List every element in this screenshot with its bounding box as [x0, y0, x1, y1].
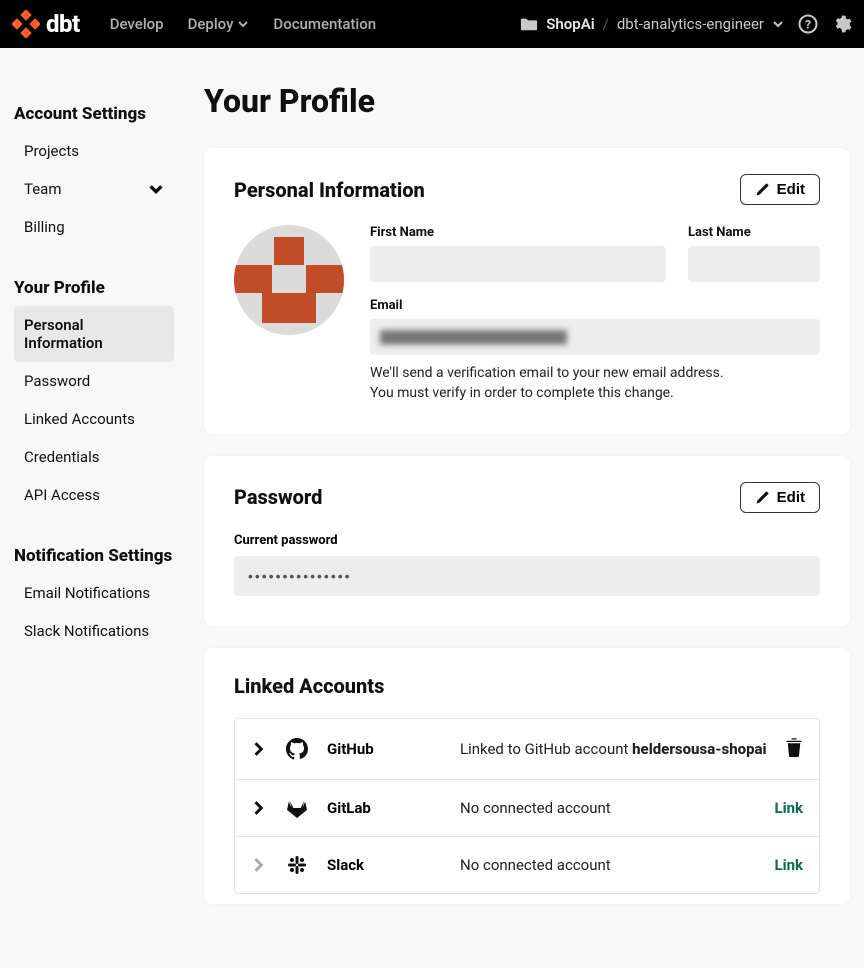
expand-icon[interactable]	[251, 742, 267, 756]
org-name: ShopAi	[546, 15, 594, 33]
edit-label: Edit	[777, 181, 805, 198]
sidebar: Account Settings Projects Team Billing Y…	[0, 48, 190, 926]
sidebar-heading-account: Account Settings	[14, 104, 190, 124]
linked-accounts-card: Linked Accounts GitHub Linked to GitHub …	[204, 648, 850, 904]
sidebar-heading-notifications: Notification Settings	[14, 546, 190, 566]
dbt-logo-icon	[12, 10, 40, 38]
github-icon	[285, 738, 309, 760]
first-name-input[interactable]	[370, 246, 666, 282]
nav-docs[interactable]: Documentation	[273, 15, 376, 33]
linked-row-slack: Slack No connected account Link	[235, 837, 819, 893]
sidebar-item-team-label: Team	[24, 180, 62, 198]
link-button[interactable]: Link	[774, 799, 803, 817]
edit-label: Edit	[777, 489, 805, 506]
chevron-down-icon	[237, 18, 249, 30]
topnav: dbt Develop Deploy Documentation ShopAi …	[0, 0, 864, 48]
logo[interactable]: dbt	[12, 10, 80, 38]
logo-text: dbt	[46, 10, 80, 38]
linked-row-gitlab: GitLab No connected account Link	[235, 780, 819, 837]
edit-password-button[interactable]: Edit	[740, 482, 820, 513]
link-button[interactable]: Link	[774, 856, 803, 874]
avatar	[234, 225, 344, 335]
sidebar-heading-profile: Your Profile	[14, 278, 190, 298]
linked-accounts-title: Linked Accounts	[234, 674, 820, 698]
email-help: We'll send a verification email to your …	[370, 363, 740, 404]
chevron-down-icon	[148, 181, 164, 197]
sidebar-item-password[interactable]: Password	[14, 362, 174, 400]
gear-icon[interactable]	[832, 14, 852, 34]
pencil-icon	[755, 490, 770, 505]
gitlab-icon	[285, 798, 309, 818]
sidebar-item-api-access[interactable]: API Access	[14, 476, 174, 514]
email-field: Email ██████████████████████ We'll send …	[370, 298, 820, 404]
nav-links: Develop Deploy Documentation	[110, 15, 376, 33]
personal-info-title: Personal Information	[234, 178, 425, 202]
first-name-field: First Name	[370, 225, 666, 282]
linked-status: No connected account	[460, 856, 756, 874]
email-label: Email	[370, 298, 820, 313]
sidebar-item-linked-accounts[interactable]: Linked Accounts	[14, 400, 174, 438]
sidebar-item-personal-info[interactable]: Personal Information	[14, 306, 174, 362]
current-password-input[interactable]	[234, 556, 820, 596]
provider-name: GitHub	[327, 740, 442, 758]
nav-deploy[interactable]: Deploy	[188, 15, 250, 33]
expand-icon[interactable]	[251, 801, 267, 815]
last-name-input[interactable]	[688, 246, 820, 282]
last-name-field: Last Name	[688, 225, 820, 282]
linked-account-name: heldersousa-shopai	[632, 740, 766, 758]
separator: /	[603, 15, 609, 33]
password-card: Password Edit Current password	[204, 456, 850, 626]
project-selector[interactable]: ShopAi / dbt-analytics-engineer	[520, 15, 784, 33]
linked-row-github: GitHub Linked to GitHub account helderso…	[235, 719, 819, 780]
status-prefix: Linked to GitHub account	[460, 740, 632, 758]
edit-personal-button[interactable]: Edit	[740, 174, 820, 205]
password-title: Password	[234, 485, 322, 509]
unlink-icon[interactable]	[785, 737, 803, 761]
nav-deploy-label: Deploy	[188, 15, 234, 33]
sidebar-item-projects[interactable]: Projects	[14, 132, 174, 170]
main-content: Your Profile Personal Information Edit	[190, 48, 864, 926]
personal-info-card: Personal Information Edit First Name	[204, 148, 850, 434]
provider-name: GitLab	[327, 799, 442, 817]
linked-status: Linked to GitHub account heldersousa-sho…	[460, 740, 767, 758]
sidebar-item-team[interactable]: Team	[14, 170, 174, 208]
sidebar-item-email-notifications[interactable]: Email Notifications	[14, 574, 174, 612]
folder-icon	[520, 16, 538, 32]
provider-name: Slack	[327, 856, 442, 874]
expand-icon[interactable]	[251, 858, 267, 872]
help-icon[interactable]: ?	[798, 14, 818, 34]
first-name-label: First Name	[370, 225, 666, 240]
sidebar-item-slack-notifications[interactable]: Slack Notifications	[14, 612, 174, 650]
sidebar-item-billing[interactable]: Billing	[14, 208, 174, 246]
slack-icon	[285, 855, 309, 875]
nav-develop[interactable]: Develop	[110, 15, 164, 33]
page-title: Your Profile	[204, 82, 850, 120]
project-name: dbt-analytics-engineer	[617, 15, 764, 33]
pencil-icon	[755, 182, 770, 197]
chevron-down-icon	[772, 18, 784, 30]
linked-status: No connected account	[460, 799, 756, 817]
linked-accounts-table: GitHub Linked to GitHub account helderso…	[234, 718, 820, 894]
email-input[interactable]: ██████████████████████	[370, 319, 820, 355]
email-value: ██████████████████████	[380, 330, 567, 344]
svg-text:?: ?	[805, 18, 811, 32]
nav-right: ShopAi / dbt-analytics-engineer ?	[520, 14, 852, 34]
current-password-label: Current password	[234, 533, 820, 548]
last-name-label: Last Name	[688, 225, 820, 240]
sidebar-item-credentials[interactable]: Credentials	[14, 438, 174, 476]
